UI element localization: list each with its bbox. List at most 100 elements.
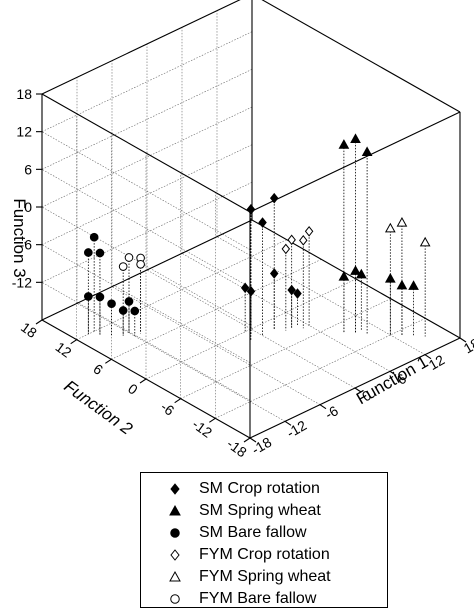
x-axis-label: Function 1 [353,352,431,408]
legend-label: SM Bare fallow [199,524,307,541]
y-axis-label: Function 2 [61,377,137,439]
legend-item: FYM Crop rotation [141,545,387,567]
data-point [350,133,361,143]
data-point [246,204,256,215]
data-point [95,248,105,258]
circle-open-icon [170,594,180,604]
data-point [419,236,431,247]
legend-marker [169,504,181,516]
y-tick [209,417,216,423]
data-point [396,279,408,290]
y-tick-label: -18 [224,436,250,461]
axis-line [41,219,253,321]
grid-line [41,131,251,250]
data-point [299,235,308,246]
diamond-filled-icon [170,483,180,495]
grid-line [41,282,251,401]
x-tick [424,354,432,360]
data-point [338,270,350,281]
y-tick-label: 6 [90,361,106,379]
data-point [124,297,134,306]
grid-line [146,269,356,389]
x-tick [319,404,327,410]
x-tick [249,437,257,443]
legend: SM Crop rotation SM Spring wheat SM Bare… [140,472,388,608]
legend-label: FYM Spring wheat [199,568,331,585]
legend-label: FYM Bare fallow [199,590,317,607]
grid-line [111,286,321,405]
data-point [84,292,93,301]
y-tick-label: -6 [158,398,178,418]
data-point [246,286,256,297]
z-tick-label: -12 [12,274,32,290]
legend-marker [170,594,180,604]
axis-line [41,0,241,95]
grid-line [181,253,391,372]
triangle-filled-icon [169,504,181,516]
grid-line [111,259,322,360]
y-tick [139,378,147,384]
data-point [287,284,296,296]
z-tick-label: 18 [16,86,32,102]
data-point [136,259,145,269]
legend-item: SM Crop rotation [141,479,387,501]
axis-line [249,111,461,213]
data-point [338,139,350,149]
y-tick-label: -12 [189,416,215,441]
x-tick [284,420,292,426]
y-tick-label: 12 [53,339,75,361]
z-axis-label: Function 3 [10,198,29,277]
z-tick-label: -6 [20,237,33,253]
data-point [384,272,396,283]
data-point [89,232,99,242]
data-point [408,280,419,290]
y-tick [105,358,112,364]
legend-item: FYM Spring wheat [141,567,387,589]
x-tick-label: 18 [461,335,474,357]
data-point [130,306,140,316]
diamond-open-icon [170,549,180,561]
data-points [84,133,431,316]
legend-marker [169,570,181,582]
data-point [281,243,291,255]
legend-item: SM Spring wheat [141,501,387,523]
legend-marker [170,483,180,495]
y-tick-label: 0 [125,380,141,398]
grid-line [180,298,391,399]
data-point [107,299,116,309]
legend-item: SM Bare fallow [141,523,387,545]
grid-line [41,206,251,326]
legend-label: FYM Crop rotation [199,546,330,563]
z-tick-label: 12 [16,124,32,140]
data-point [287,234,296,246]
x-tick-label: -6 [322,402,341,422]
y-tick [35,319,43,325]
z-tick-label: 0 [24,199,32,215]
data-point [124,253,134,262]
triangle-open-icon [169,570,181,582]
data-point [355,268,367,279]
y-tick [70,339,77,345]
data-point [240,282,250,294]
x-tick [354,387,362,393]
z-tick-label: 6 [24,161,32,177]
drop-lines [87,138,426,342]
axis-line [251,219,461,339]
y-tick [174,398,181,404]
y-tick-label: 18 [18,319,40,341]
axis-line [41,93,251,213]
data-point [84,248,93,257]
data-point [269,192,279,204]
legend-label: SM Crop rotation [199,480,320,497]
legend-item: FYM Bare fallow [141,589,387,611]
data-point [95,292,105,302]
data-point [118,306,128,315]
x-tick [459,337,467,343]
data-point [269,268,279,279]
data-point [350,265,361,275]
data-point [118,262,128,271]
legend-marker [170,549,180,561]
chart-3d-scatter: -18-12-6061218181260-6-12-18181260-6-12 … [10,0,474,461]
data-point [293,288,302,299]
legend-marker [170,528,180,538]
